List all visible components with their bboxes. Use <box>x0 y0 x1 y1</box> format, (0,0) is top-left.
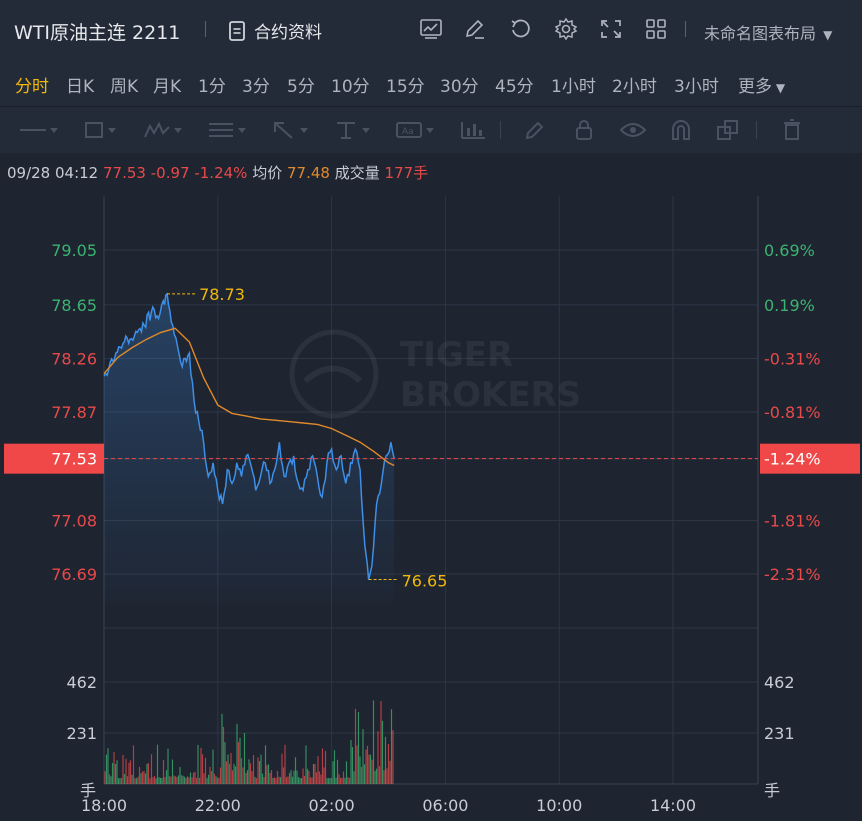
watermark-logo: TIGER BROKERS <box>289 329 581 419</box>
axis-labels: 79.05 78.65 78.26 77.87 77.53 77.08 76.69 0.69%… <box>4 241 860 815</box>
y-tick-left-5: 77.08 <box>51 511 97 530</box>
period-tab-0[interactable]: 分时 <box>15 77 49 97</box>
period-tab-12[interactable]: 2小时 <box>612 77 657 97</box>
y-tick-left-3: 77.87 <box>51 403 97 422</box>
bars-tool-icon[interactable] <box>460 119 486 141</box>
quote-datetime: 09/28 04:12 <box>7 164 99 182</box>
magnet-icon[interactable] <box>670 119 692 141</box>
fullscreen-icon[interactable] <box>598 16 624 42</box>
y-tick-left-4: 77.53 <box>51 450 97 469</box>
price-area <box>104 293 395 603</box>
x-tick-3: 06:00 <box>422 796 468 815</box>
high-label: 78.73 <box>199 285 245 304</box>
quote-info-line: 09/28 04:12 77.53 -0.97 -1.24% 均价 77.48 … <box>7 162 428 183</box>
layout-label: 未命名图表布局 <box>704 24 817 43</box>
intraday-chart[interactable]: TIGER BROKERS 78.73 76.65 79.05 78.65 78.26… <box>0 186 862 821</box>
rect-tool-icon[interactable] <box>84 119 116 141</box>
y-tick-left-2: 78.26 <box>51 349 97 368</box>
chart-line-icon[interactable] <box>418 16 444 42</box>
x-tick-0: 18:00 <box>81 796 127 815</box>
document-icon <box>229 20 245 41</box>
period-tab-3[interactable]: 月K <box>153 77 182 97</box>
x-tick-4: 10:00 <box>536 796 582 815</box>
avg-line <box>103 327 395 467</box>
wave-tool-icon[interactable] <box>144 119 182 141</box>
vol-tick-left-1: 231 <box>66 724 97 743</box>
grid-icon[interactable] <box>643 16 669 42</box>
period-tab-9[interactable]: 30分 <box>440 77 479 97</box>
top-bar: WTI原油主连 2211 合约资料 未命名图表布局 ▼ <box>0 0 862 60</box>
period-tab-7[interactable]: 10分 <box>331 77 370 97</box>
line-tool-icon[interactable] <box>20 119 58 141</box>
refresh-icon[interactable] <box>508 16 534 42</box>
volume-value: 177手 <box>384 164 429 182</box>
period-tab-14[interactable]: 更多 ▼ <box>738 77 786 97</box>
avg-label: 均价 <box>252 164 283 182</box>
vol-unit-left: 手 <box>80 781 96 800</box>
x-tick-1: 22:00 <box>195 796 241 815</box>
instrument-title[interactable]: WTI原油主连 2211 <box>14 22 181 44</box>
period-bar: 分时 日K 周K 月K 1分 3分 5分 10分 15分 30分 45分 1小时 2小时 3小时 更多 ▼ <box>0 60 862 106</box>
price-series: 78.73 76.65 <box>103 285 758 603</box>
period-tab-1[interactable]: 日K <box>66 77 95 97</box>
edit-icon[interactable] <box>462 16 488 42</box>
contract-info-button[interactable]: 合约资料 <box>228 18 322 43</box>
vol-tick-right-0: 462 <box>764 673 795 692</box>
y-tick-left-0: 79.05 <box>51 241 97 260</box>
y-tick-left-1: 78.65 <box>51 296 97 315</box>
period-tab-10[interactable]: 45分 <box>495 77 534 97</box>
period-tab-6[interactable]: 5分 <box>287 77 315 97</box>
y-tick-right-2: -0.31% <box>764 349 821 368</box>
period-tab-5[interactable]: 3分 <box>242 77 270 97</box>
settings-icon[interactable] <box>553 16 579 42</box>
avg-value: 77.48 <box>287 164 330 182</box>
period-tab-13[interactable]: 3小时 <box>674 77 719 97</box>
y-tick-right-6: -2.31% <box>764 565 821 584</box>
trash-icon[interactable] <box>782 119 802 141</box>
fib-tool-icon[interactable] <box>208 119 246 141</box>
text-tool-icon[interactable] <box>334 119 370 141</box>
x-tick-2: 02:00 <box>309 796 355 815</box>
pen-icon[interactable] <box>524 119 546 141</box>
watermark-line1: TIGER <box>400 335 513 375</box>
period-tab-8[interactable]: 15分 <box>386 77 425 97</box>
period-tab-11[interactable]: 1小时 <box>551 77 596 97</box>
price-line <box>103 292 395 580</box>
vol-tick-left-0: 462 <box>66 673 97 692</box>
vol-tick-right-1: 231 <box>764 724 795 743</box>
volume-label: 成交量 <box>334 164 380 182</box>
current-price-badge-right <box>760 443 860 474</box>
period-tab-2[interactable]: 周K <box>110 77 139 97</box>
period-tab-4[interactable]: 1分 <box>198 77 226 97</box>
y-tick-right-5: -1.81% <box>764 511 821 530</box>
chevron-down-icon: ▼ <box>823 28 833 42</box>
quote-change-pct: -1.24% <box>194 164 248 182</box>
quote-price: 77.53 <box>103 164 146 182</box>
title-divider <box>205 21 206 37</box>
y-tick-right-4: -1.24% <box>764 450 821 469</box>
layout-dropdown[interactable]: 未命名图表布局 ▼ <box>704 20 832 44</box>
drawing-toolbar: Aa <box>0 106 862 153</box>
y-tick-right-3: -0.81% <box>764 403 821 422</box>
label-tool-icon[interactable]: Aa <box>396 119 434 141</box>
eye-icon[interactable] <box>620 119 646 141</box>
svg-text:Aa: Aa <box>402 127 414 137</box>
volume-bars <box>104 700 394 784</box>
vol-unit-right: 手 <box>764 781 780 800</box>
y-tick-right-1: 0.19% <box>764 296 815 315</box>
watermark-line2: BROKERS <box>400 375 581 415</box>
arrow-tool-icon[interactable] <box>272 119 308 141</box>
lock-icon[interactable] <box>574 119 594 141</box>
current-price-badge-left <box>4 443 104 474</box>
quote-change: -0.97 <box>150 164 190 182</box>
low-label: 76.65 <box>402 571 448 590</box>
more-chevron-down-icon: ▼ <box>772 81 786 95</box>
x-tick-5: 14:00 <box>650 796 696 815</box>
y-tick-right-0: 0.69% <box>764 241 815 260</box>
toolbar-divider <box>680 16 690 42</box>
clone-icon[interactable] <box>716 119 740 141</box>
contract-info-label: 合约资料 <box>254 23 322 43</box>
y-tick-left-6: 76.69 <box>51 565 97 584</box>
